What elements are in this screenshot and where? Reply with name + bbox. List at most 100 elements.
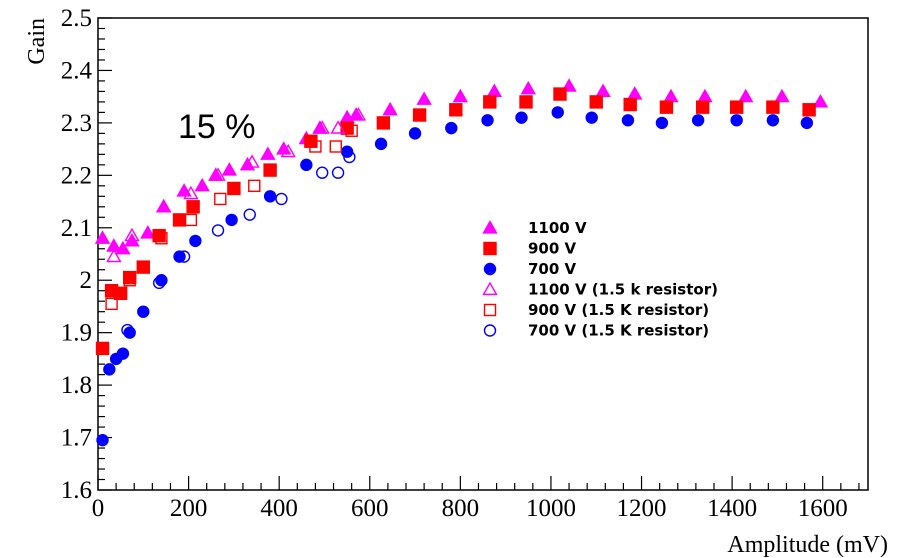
legend-item: 1100 V (1.5 k resistor) (482, 281, 718, 299)
data-point (123, 270, 137, 285)
data-point (96, 433, 109, 447)
data-point (116, 347, 130, 360)
annotation-15-percent: 15 % (178, 108, 256, 146)
legend-label: 1100 V (528, 219, 587, 237)
legend-item: 700 V (1.5 K resistor) (483, 322, 709, 340)
data-point (316, 166, 329, 179)
data-point (227, 181, 241, 196)
data-point (194, 177, 210, 192)
data-point (309, 140, 322, 153)
data-point (589, 95, 603, 109)
data-point (115, 240, 131, 255)
legend-marker (483, 303, 497, 317)
data-point (697, 88, 713, 103)
data-point (730, 114, 743, 127)
series-1 (94, 78, 829, 255)
x-tick-label: 600 (351, 495, 389, 522)
legend-label: 1100 V (1.5 k resistor) (528, 281, 718, 299)
data-point (152, 228, 166, 243)
data-point (300, 158, 313, 172)
data-point (585, 111, 598, 124)
data-point (416, 91, 432, 105)
x-tick-label: 400 (260, 495, 298, 522)
legend: 1100 V 900 V 700 V 1100 V (1.5 k resistor) 9… (482, 219, 718, 340)
data-point (123, 274, 136, 287)
series-3 (96, 106, 814, 447)
data-point (348, 107, 364, 121)
data-point (136, 260, 150, 274)
data-point (551, 106, 564, 119)
data-point (103, 363, 116, 376)
data-point (263, 163, 277, 177)
series-5 (105, 124, 358, 311)
y-tick-label: 1.9 (61, 320, 92, 347)
data-point (183, 185, 199, 200)
data-point (445, 121, 458, 135)
data-point (155, 198, 172, 213)
data-point (184, 213, 198, 227)
series-2 (95, 87, 816, 356)
legend-item: 700 V (483, 260, 577, 278)
data-point (663, 88, 679, 103)
data-point (627, 86, 643, 100)
data-point (729, 100, 744, 114)
data-point (95, 341, 110, 356)
legend-item: 900 V (1.5 K resistor) (483, 301, 709, 319)
y-tick-label: 2.2 (61, 162, 92, 189)
data-point (211, 224, 225, 237)
data-point (124, 227, 140, 242)
legend-label: 900 V (528, 240, 577, 258)
data-point (94, 230, 111, 244)
data-point (248, 179, 261, 193)
axis-tick-labels: 0 200 400 600 800 1000 1200 1400 1600 1.6 1.7 1.8 1.… (61, 5, 848, 522)
x-tick-label: 1200 (617, 495, 667, 522)
data-point (155, 198, 172, 213)
y-tick-label: 1.6 (61, 477, 92, 504)
data-point (177, 250, 191, 263)
y-axis-title: Gain (24, 18, 50, 65)
data-point (449, 103, 463, 117)
data-point (186, 200, 200, 214)
data-point (137, 305, 150, 318)
y-tick-label: 2.5 (61, 5, 92, 32)
axis-ticks (97, 17, 860, 491)
y-tick-label: 1.8 (61, 372, 92, 399)
data-point (800, 116, 814, 130)
x-tick-label: 1600 (798, 495, 848, 522)
legend-label: 700 V (1.5 K resistor) (528, 322, 709, 340)
data-point (766, 100, 780, 114)
data-point (802, 103, 816, 117)
x-tick-label: 200 (170, 495, 208, 522)
data-point (343, 150, 356, 164)
data-point (123, 326, 136, 339)
data-point (172, 213, 187, 227)
legend-marker (482, 281, 498, 296)
data-point (244, 154, 260, 168)
data-point (623, 97, 637, 112)
y-tick-label: 2.1 (61, 215, 92, 242)
legend-item: 900 V (483, 240, 577, 258)
data-point (812, 94, 829, 108)
data-point (121, 323, 134, 337)
data-point (173, 250, 186, 263)
series-6 (121, 150, 356, 337)
y-tick-label: 2 (80, 267, 93, 294)
series-4 (106, 107, 367, 263)
data-point (412, 108, 427, 122)
data-point (275, 192, 288, 206)
y-tick-label: 2.4 (61, 57, 93, 84)
data-point (208, 167, 224, 181)
x-tick-label: 0 (92, 495, 105, 522)
data-point (774, 88, 790, 103)
data-point (312, 120, 328, 134)
y-tick-label: 2.3 (61, 110, 92, 137)
data-point (486, 83, 503, 97)
x-tick-label: 1000 (526, 495, 576, 522)
data-point (695, 100, 710, 114)
data-point (553, 87, 567, 101)
legend-marker (482, 220, 498, 234)
data-point (140, 225, 156, 239)
data-point (376, 116, 391, 130)
data-point (331, 166, 345, 179)
legend-marker (483, 241, 497, 256)
